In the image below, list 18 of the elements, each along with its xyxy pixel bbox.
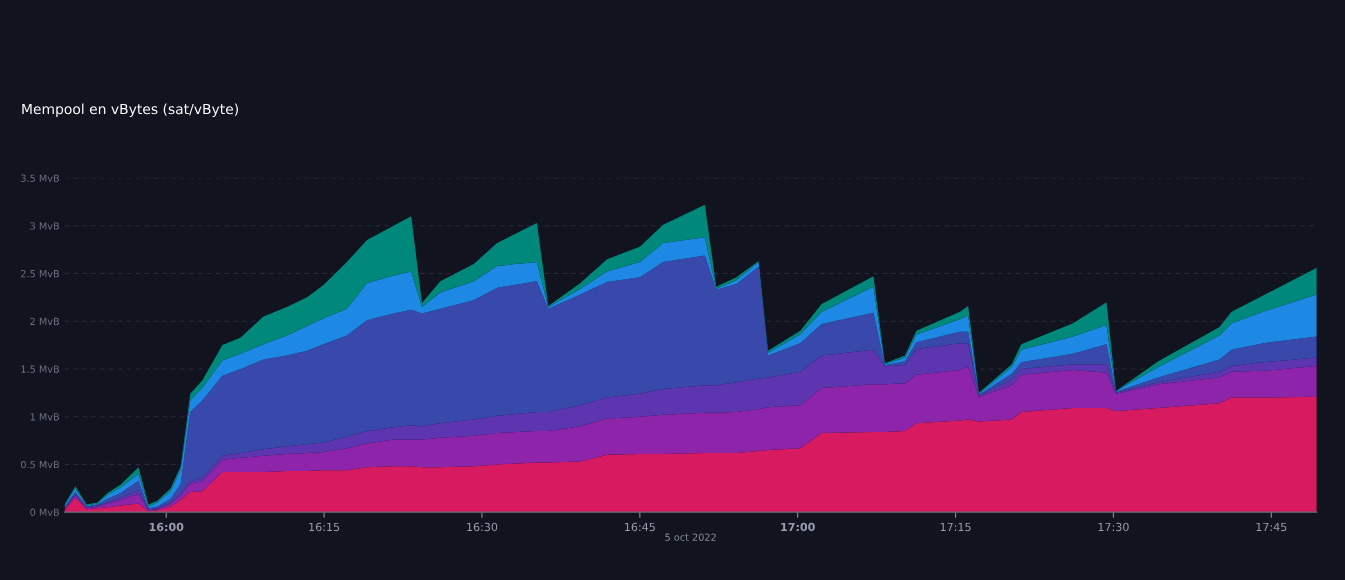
chart-title: Mempool en vBytes (sat/vByte) xyxy=(22,103,238,117)
y-tick-label: 2.5 MvB xyxy=(21,269,60,278)
x-tick-label: 17:30 xyxy=(1098,522,1129,532)
x-tick-label: 16:00 xyxy=(149,522,184,532)
x-axis-title: 5 oct 2022 xyxy=(665,533,716,541)
x-tick-label: 17:45 xyxy=(1256,522,1287,532)
x-tick-label: 16:45 xyxy=(625,522,655,532)
y-tick-label: 2 MvB xyxy=(30,317,60,325)
y-tick-label: 0 MvB xyxy=(30,508,60,516)
y-tick-label: 3 MvB xyxy=(30,222,60,230)
y-tick-label: 1.5 MvB xyxy=(21,365,60,373)
x-tick-label: 17:15 xyxy=(940,522,971,532)
y-tick-label: 3.5 MvB xyxy=(21,174,60,182)
y-tick-label: 0.5 MvB xyxy=(20,460,60,469)
x-tick-label: 17:00 xyxy=(781,522,815,532)
y-tick-label: 1 MvB xyxy=(30,413,60,421)
x-tick-label: 16:15 xyxy=(309,522,340,532)
x-tick-label: 16:30 xyxy=(467,522,498,532)
